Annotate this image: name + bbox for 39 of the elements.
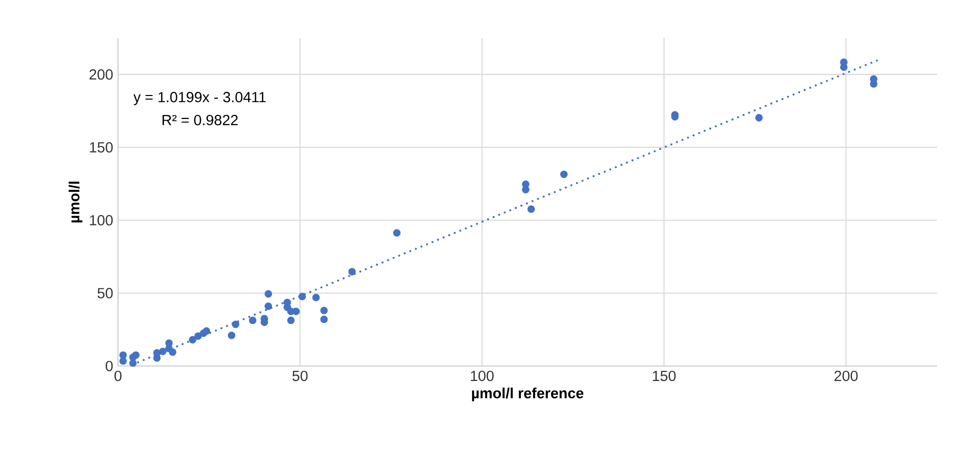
point — [264, 290, 272, 298]
y-axis-title: µmol/l — [68, 182, 82, 222]
point — [393, 229, 401, 237]
point — [194, 332, 202, 340]
point — [202, 327, 210, 335]
point — [159, 348, 167, 356]
point — [119, 351, 127, 359]
point — [248, 316, 256, 324]
annotation: y = 1.0199x - 3.0411 — [133, 92, 266, 106]
point — [755, 114, 763, 122]
x-tick-label: 200 — [834, 370, 858, 382]
x-tick-label: 0 — [114, 370, 122, 382]
point — [560, 170, 568, 178]
point — [527, 205, 535, 213]
point — [312, 294, 320, 302]
y-tick-label: 50 — [98, 288, 113, 298]
y-tick-label: 100 — [90, 215, 113, 226]
y-tick-label: 0 — [106, 360, 113, 372]
point — [287, 316, 295, 324]
point — [348, 268, 356, 276]
point — [320, 306, 328, 314]
y-tick-label: 200 — [90, 69, 113, 80]
point — [228, 332, 236, 340]
x-tick-label: 150 — [652, 370, 676, 382]
point — [298, 292, 306, 300]
x-tick-label: 100 — [470, 370, 494, 382]
point — [168, 348, 176, 356]
point — [188, 336, 196, 344]
annotation: R² = 0.9822 — [162, 114, 238, 126]
point — [129, 359, 137, 367]
point — [264, 302, 272, 310]
point — [119, 357, 127, 365]
x-axis-title: µmol/l reference — [472, 388, 584, 402]
point — [153, 354, 161, 362]
x-tick-label: 50 — [292, 370, 308, 382]
y-tick-label: 150 — [90, 142, 113, 153]
point — [132, 351, 140, 359]
point — [232, 320, 240, 328]
point — [320, 316, 328, 324]
